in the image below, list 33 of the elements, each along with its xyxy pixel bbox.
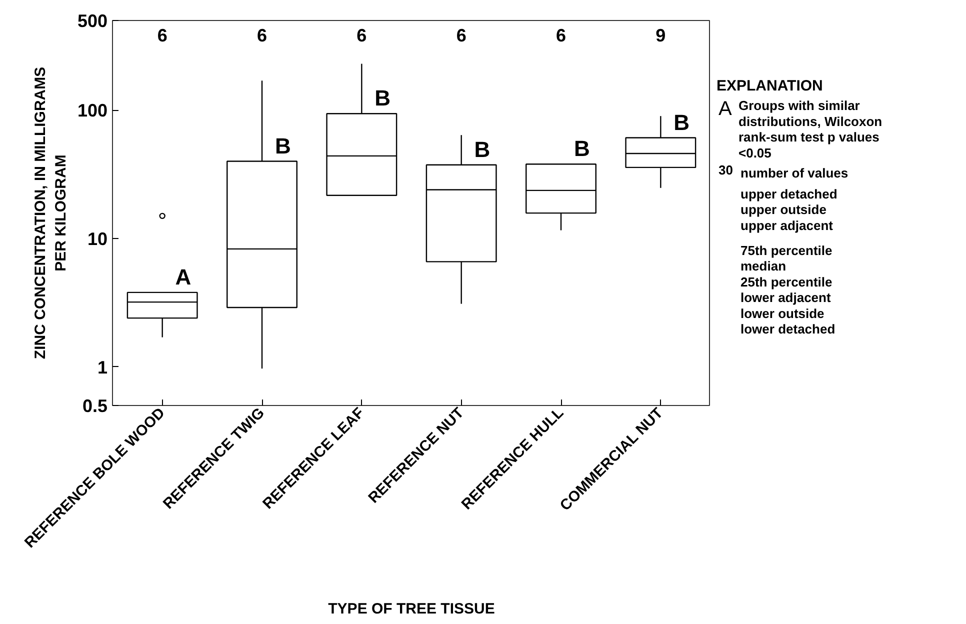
text: Groups with similar distributions, Wilcoxon rank-sum test p values <0.05 xyxy=(738,98,882,160)
annotation: 6 xyxy=(456,26,466,46)
annotation: 6 xyxy=(256,26,268,46)
text: lower outside xyxy=(740,306,824,321)
y-tick-label: 1 xyxy=(97,357,108,378)
text: lower adjacent xyxy=(740,290,832,306)
annotation: 6 xyxy=(556,26,566,46)
annotation: B xyxy=(274,133,291,158)
annotation: B xyxy=(474,136,490,162)
text: A xyxy=(718,98,732,120)
text: 75th percentile xyxy=(740,242,832,258)
text: 30 xyxy=(718,162,733,178)
annotation: A xyxy=(175,264,192,290)
text: upper outside xyxy=(740,202,826,218)
y-axis-title: ZINC CONCENTRATION, IN MILLIGRAMS PER KILOGRAM xyxy=(32,66,70,360)
annotation: B xyxy=(374,86,391,111)
annotation: B xyxy=(574,136,590,162)
y-tick-label: 500 xyxy=(77,11,108,31)
x-axis-title: TYPE OF TREE TISSUE xyxy=(328,600,495,618)
annotation: B xyxy=(674,110,690,135)
y-tick-label: 100 xyxy=(77,100,108,121)
text: upper adjacent xyxy=(740,218,834,233)
text: median xyxy=(740,258,786,274)
annotation: 6 xyxy=(356,26,367,46)
y-tick-label: 0.5 xyxy=(82,396,108,416)
text: number of values xyxy=(740,165,848,180)
annotation: 6 xyxy=(157,26,168,46)
text: 25th percentile xyxy=(740,274,832,290)
text: lower detached xyxy=(740,322,836,337)
y-tick-label: 10 xyxy=(87,229,108,250)
text: upper detached xyxy=(740,186,838,202)
annotation: 9 xyxy=(656,26,666,46)
text: EXPLANATION xyxy=(716,77,823,94)
